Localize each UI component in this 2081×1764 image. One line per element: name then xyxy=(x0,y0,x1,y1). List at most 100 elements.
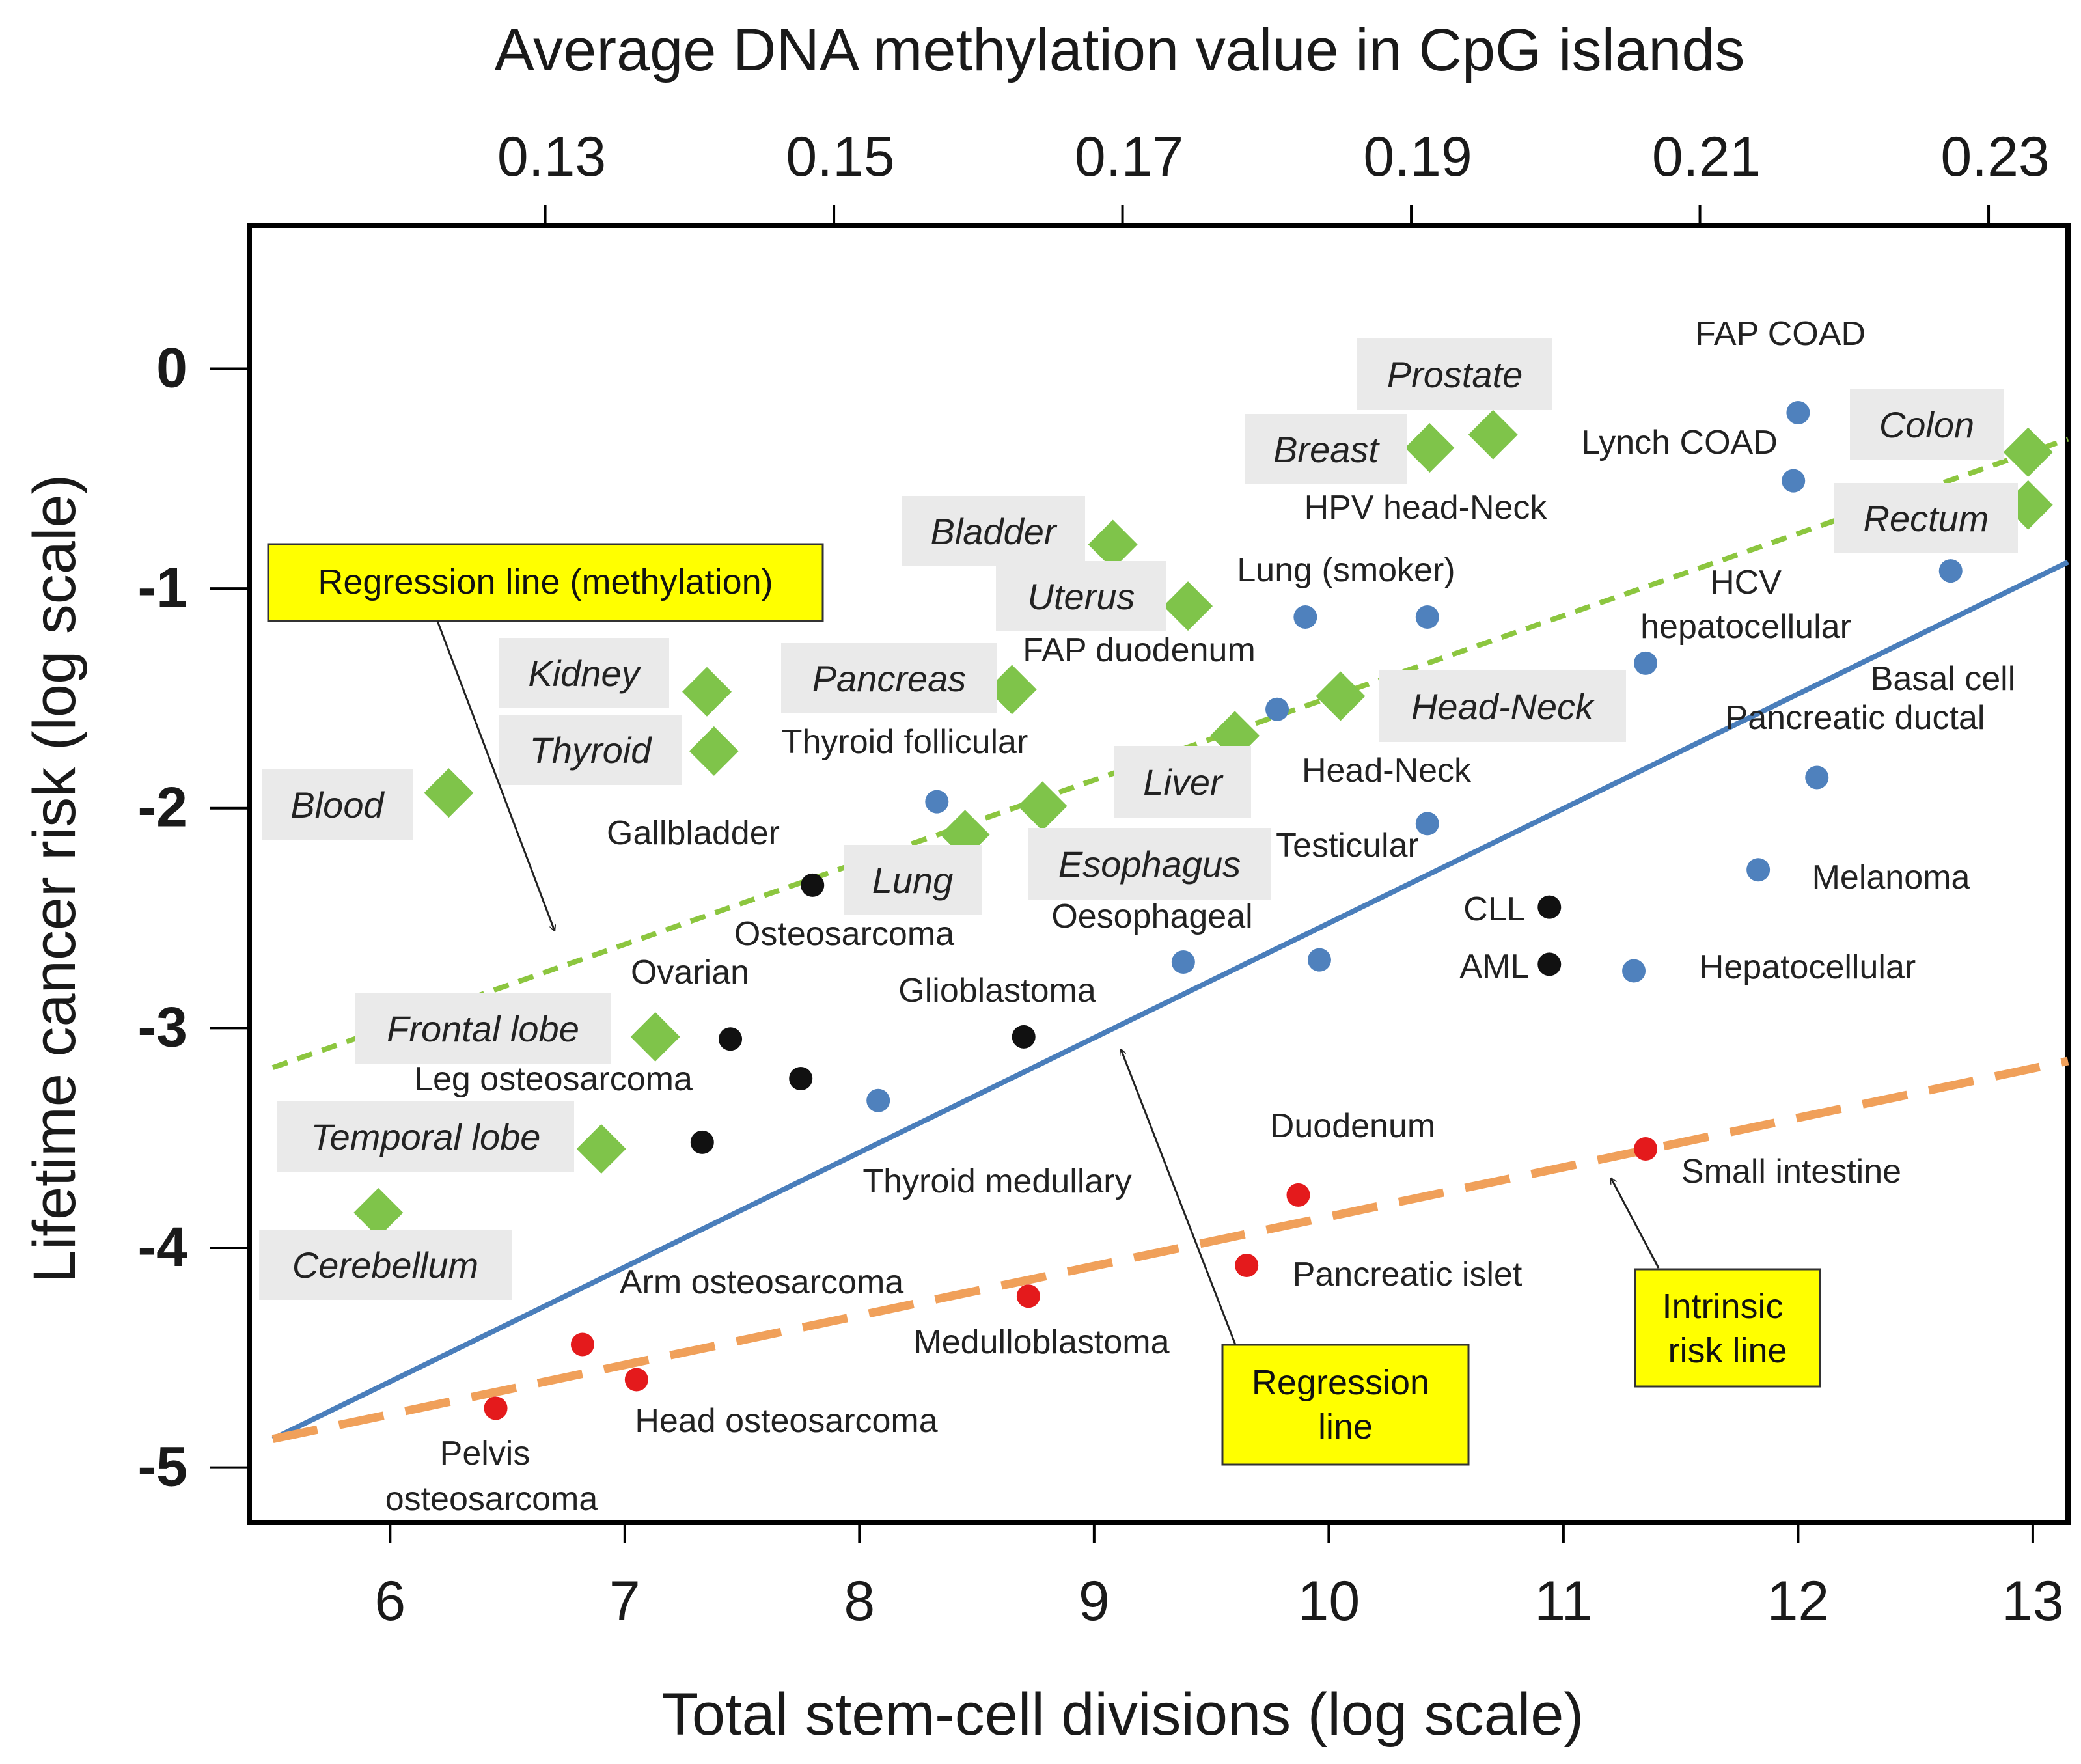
intrinsic-callout-box xyxy=(1634,1268,1821,1388)
tissue-label: Temporal lobe xyxy=(311,1116,541,1157)
point-label: AML xyxy=(1460,948,1530,985)
tissue-label-box xyxy=(499,715,682,785)
point-label: Testicular xyxy=(1276,827,1419,864)
point-hepatocellular xyxy=(1622,959,1646,983)
tissue-point-blood xyxy=(424,768,474,818)
tissue-point-thyroid xyxy=(689,726,739,776)
point-label: Thyroid medullary xyxy=(862,1163,1131,1200)
y-tick-label: -1 xyxy=(138,557,187,619)
point-label: FAP COAD xyxy=(1695,315,1866,353)
tissue-label: Frontal lobe xyxy=(387,1008,579,1049)
point-cll xyxy=(1537,895,1562,919)
point-pancreatic-ductal xyxy=(1805,765,1829,790)
y-tick-label: -2 xyxy=(138,777,187,839)
methylation-callout-arrow xyxy=(436,620,555,931)
tissue-label-box xyxy=(996,561,1166,631)
point-fap-coad xyxy=(1786,400,1810,424)
tissue-label: Rectum xyxy=(1864,498,1989,539)
y-tick-label: -4 xyxy=(138,1216,188,1278)
point-label: Medulloblastoma xyxy=(913,1323,1169,1361)
tissue-label: Kidney xyxy=(528,653,641,694)
point-oesophageal xyxy=(1171,950,1195,974)
point-label: Small intestine xyxy=(1681,1153,1901,1191)
tissue-point-bladder xyxy=(1088,519,1138,570)
tissue-label-box xyxy=(1114,746,1251,818)
tissue-label-box xyxy=(355,993,611,1064)
tissue-label-box xyxy=(1834,483,2018,553)
tissue-label-box xyxy=(1379,670,1626,742)
top-axis-title: Average DNA methylation value in CpG isl… xyxy=(494,17,1744,83)
point-label: HPV head-Neck xyxy=(1304,489,1548,527)
point-head-neck xyxy=(1415,812,1439,836)
point-label: Basal cell xyxy=(1871,660,2016,698)
point-label: Duodenum xyxy=(1270,1107,1435,1145)
point-ovarian xyxy=(719,1027,743,1051)
point-label: Leg osteosarcoma xyxy=(414,1060,693,1098)
tissue-label: Cerebellum xyxy=(292,1245,478,1286)
tissue-label: Esophagus xyxy=(1058,844,1241,885)
tissue-point-breast xyxy=(1405,423,1455,473)
tissue-point-frontal-lobe xyxy=(630,1012,680,1062)
point-osteosarcoma xyxy=(789,1066,813,1090)
methylation-callout-label: Regression line (methylation) xyxy=(318,562,773,601)
regression-line-line xyxy=(271,559,2069,1442)
x2-tick-label: 0.19 xyxy=(1363,126,1472,188)
x-tick-label: 13 xyxy=(2002,1570,2064,1633)
intrinsic-risk-line-line xyxy=(271,1056,2069,1444)
point-testicular xyxy=(1307,948,1331,972)
tissue-point-pancreas xyxy=(987,665,1037,715)
tissue-label-box xyxy=(499,638,669,708)
tissue-label: Pancreas xyxy=(812,658,967,699)
point-lung-smoker xyxy=(1293,605,1317,629)
tissue-label: Lung xyxy=(872,860,954,901)
point-small-intestine xyxy=(1634,1137,1658,1161)
point-melanoma xyxy=(1746,858,1771,882)
x-tick-label: 8 xyxy=(844,1570,875,1633)
point-label: Pancreatic islet xyxy=(1293,1256,1523,1293)
tissue-label: Breast xyxy=(1273,429,1380,470)
point-arm-osteosarcoma xyxy=(570,1332,594,1357)
point-label: FAP duodenum xyxy=(1023,631,1256,669)
point-label: Pancreatic ductal xyxy=(1726,699,1985,737)
point-label: Melanoma xyxy=(1812,859,1970,896)
y-tick-label: -5 xyxy=(138,1436,187,1498)
point-label: HCV hepatocellular xyxy=(1640,564,1851,646)
x2-tick-label: 0.23 xyxy=(1940,126,2049,188)
point-label: Hepatocellular xyxy=(1700,948,1916,986)
regression-callout-box xyxy=(1221,1344,1470,1466)
tissue-label-box xyxy=(902,496,1085,566)
point-thyroid-medullary xyxy=(866,1088,890,1112)
point-basal-cell xyxy=(1938,559,1963,583)
point-label: Osteosarcoma xyxy=(734,915,954,953)
point-leg-osteosarcoma xyxy=(690,1130,714,1154)
tissue-label-box xyxy=(844,845,982,915)
x2-tick-label: 0.15 xyxy=(786,126,894,188)
point-label: Oesophageal xyxy=(1051,898,1252,935)
point-aml xyxy=(1537,952,1562,976)
tissue-label: Liver xyxy=(1143,762,1224,803)
tissue-label: Prostate xyxy=(1387,354,1523,395)
point-duodenum xyxy=(1286,1183,1310,1207)
tissue-point-esophagus xyxy=(1017,781,1068,831)
tissue-label-box xyxy=(1245,414,1407,484)
point-label: Thyroid follicular xyxy=(782,723,1028,761)
y-tick-label: -3 xyxy=(138,996,187,1058)
y-axis-title: Lifetime cancer risk (log scale) xyxy=(21,475,88,1283)
y-tick-label: 0 xyxy=(156,337,187,399)
regression-callout-arrow xyxy=(1121,1049,1237,1345)
intrinsic-callout-label: Intrinsic risk line xyxy=(1662,1287,1793,1370)
point-medulloblastoma xyxy=(1016,1284,1040,1308)
tissue-point-temporal-lobe xyxy=(576,1124,626,1174)
tissue-point-uterus xyxy=(1163,581,1213,631)
tissue-label: Uterus xyxy=(1028,576,1135,617)
x-axis-title: Total stem-cell divisions (log scale) xyxy=(662,1681,1584,1748)
point-label: Head-Neck xyxy=(1302,752,1472,790)
point-label: Head osteosarcoma xyxy=(635,1402,937,1440)
point-label: CLL xyxy=(1463,890,1525,928)
tissue-label-box xyxy=(259,1230,512,1300)
tissue-label: Blood xyxy=(290,784,385,825)
x-tick-label: 7 xyxy=(609,1570,641,1633)
tissue-label: Colon xyxy=(1879,404,1974,445)
tissue-label-box xyxy=(781,643,997,713)
